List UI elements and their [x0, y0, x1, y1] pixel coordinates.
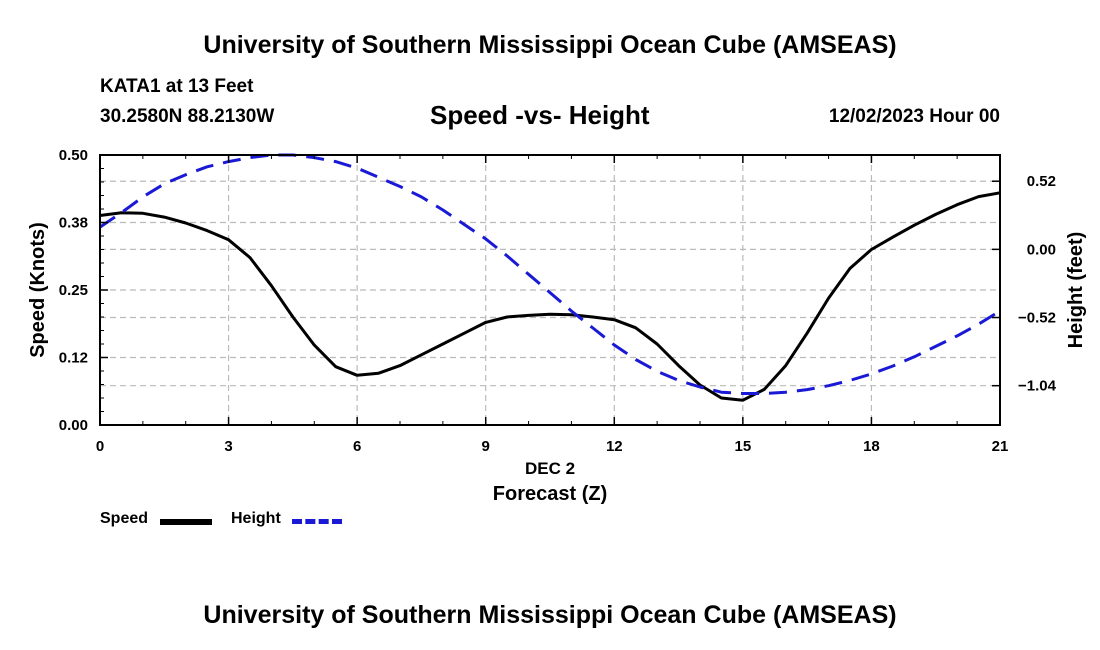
y2-tick-label: −1.04: [1018, 378, 1057, 395]
legend-speed-label: Speed: [100, 510, 149, 527]
forecast-datetime: 12/02/2023 Hour 00: [828, 106, 1000, 127]
x-tick-label: 21: [992, 438, 1009, 455]
chart-title: Speed -vs- Height: [430, 100, 650, 130]
y-axis-label-left: Speed (Knots): [27, 222, 49, 358]
legend-height-line: [292, 519, 342, 524]
y-tick-label: 0.38: [59, 215, 88, 232]
y-tick-label: 0.50: [59, 147, 88, 164]
x-tick-label: 0: [96, 438, 104, 455]
x-axis-sublabel: DEC 2: [525, 459, 575, 478]
legend-height-label: Height: [231, 510, 281, 527]
x-tick-label: 6: [353, 438, 361, 455]
y2-tick-label: 0.52: [1027, 173, 1056, 190]
x-tick-label: 15: [735, 438, 752, 455]
x-tick-label: 3: [224, 438, 232, 455]
y-axis-label-right: Height (feet): [1065, 232, 1087, 349]
y2-tick-label: −0.52: [1018, 310, 1056, 327]
x-tick-label: 18: [863, 438, 880, 455]
footer-title: University of Southern Mississippi Ocean…: [203, 601, 897, 629]
y-tick-label: 0.12: [59, 350, 88, 367]
x-tick-label: 12: [606, 438, 623, 455]
station-name: KATA1 at 13 Feet: [100, 76, 254, 97]
height-series-line: [99, 153, 1001, 395]
x-tick-label: 9: [482, 438, 490, 455]
legend-speed-line: [160, 519, 212, 525]
main-title: University of Southern Mississippi Ocean…: [203, 31, 897, 59]
y-tick-label: 0.25: [59, 282, 88, 299]
x-axis-label: Forecast (Z): [493, 483, 607, 505]
speed-series-line: [99, 191, 1001, 402]
station-coordinates: 30.2580N 88.2130W: [100, 106, 275, 127]
y-tick-label: 0.00: [59, 417, 88, 434]
y2-tick-label: 0.00: [1027, 241, 1056, 258]
